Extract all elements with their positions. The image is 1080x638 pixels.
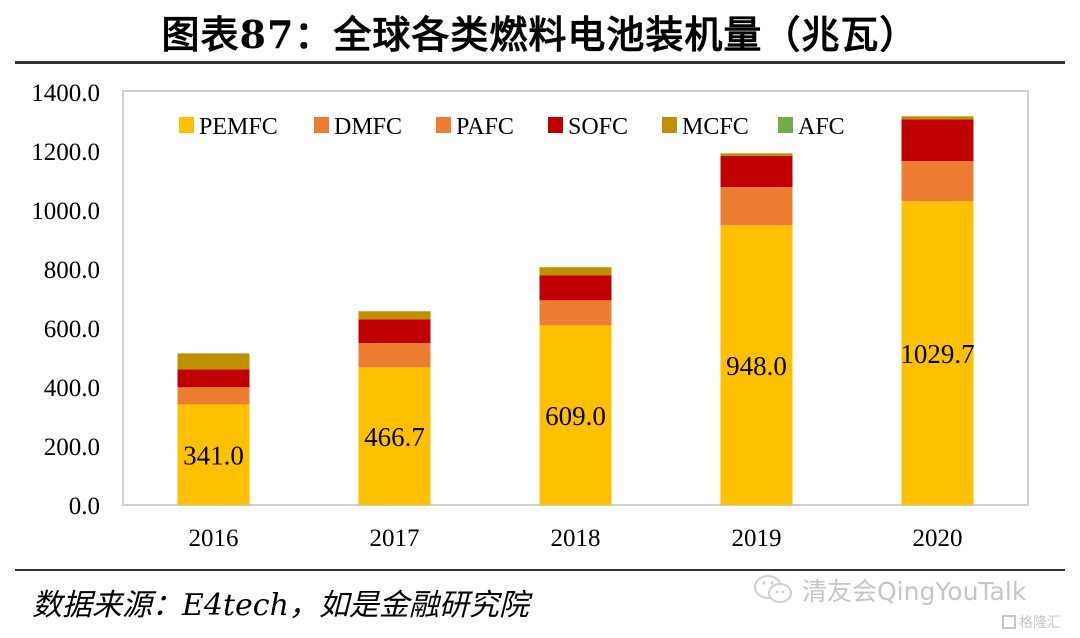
- watermark-2-text: 格隆汇: [1019, 615, 1061, 631]
- legend: PEMFC DMFC PAFC SOFC MCFC AFC: [179, 114, 845, 140]
- x-tick-label: 2019: [732, 525, 782, 552]
- bar-segment-dmfc: [539, 300, 612, 326]
- data-label: 1029.7: [900, 339, 974, 369]
- legend-swatch-mcfc: [662, 117, 677, 133]
- x-axis: 2016 2017 2018 2019 2020: [189, 525, 963, 552]
- bar-segment-sofc: [539, 275, 612, 301]
- bar-segment-mcfc: [720, 153, 793, 157]
- watermark: 清友会QingYouTalk: [752, 572, 1026, 608]
- title-divider: [15, 61, 1065, 64]
- bar-segment-sofc: [358, 319, 431, 344]
- legend-label-sofc: SOFC: [568, 114, 628, 140]
- y-tick-label: 600.0: [44, 316, 100, 343]
- legend-label-pafc: PAFC: [456, 114, 514, 140]
- watermark-logo-icon: [1002, 615, 1016, 629]
- bar-segment-pemfc: [720, 225, 793, 505]
- y-tick-label: 200.0: [44, 434, 100, 461]
- legend-label-mcfc: MCFC: [682, 114, 749, 140]
- x-tick-label: 2020: [913, 525, 963, 552]
- bar-segment-dmfc: [177, 387, 250, 405]
- bar-segment-pemfc: [177, 404, 250, 505]
- legend-swatch-pafc: [436, 117, 451, 133]
- bar-segment-mcfc: [901, 116, 974, 120]
- bar-segment-sofc: [901, 119, 974, 162]
- y-axis: 0.0 200.0 400.0 600.0 800.0 1000.0 1200.0 1400.…: [31, 80, 100, 520]
- x-tick-label: 2016: [189, 525, 239, 552]
- legend-swatch-sofc: [548, 117, 563, 133]
- data-label: 341.0: [183, 441, 244, 471]
- watermark-text: 清友会QingYouTalk: [802, 577, 1027, 606]
- y-tick-label: 1400.0: [31, 80, 100, 107]
- bar-segment-mcfc: [358, 311, 431, 320]
- bars: 341.0 466.7 609.0 948.0 1029.7: [177, 116, 975, 505]
- bar-segment-sofc: [177, 369, 250, 388]
- bar-segment-mcfc: [539, 267, 612, 276]
- data-label: 948.0: [726, 351, 787, 381]
- bar-segment-pemfc: [539, 325, 612, 505]
- bar-segment-dmfc: [901, 161, 974, 202]
- y-tick-label: 1000.0: [31, 198, 100, 225]
- legend-label-afc: AFC: [798, 114, 845, 140]
- legend-swatch-pemfc: [179, 117, 194, 133]
- bar-segment-dmfc: [720, 186, 793, 226]
- bar-segment-mcfc: [177, 353, 250, 370]
- x-tick-label: 2017: [370, 525, 420, 552]
- bar-segment-sofc: [720, 156, 793, 187]
- y-tick-label: 1200.0: [31, 139, 100, 166]
- legend-label-pemfc: PEMFC: [199, 114, 278, 140]
- x-tick-label: 2018: [551, 525, 601, 552]
- stacked-bar-chart: 0.0 200.0 400.0 600.0 800.0 1000.0 1200.0 1400.…: [31, 80, 1029, 552]
- bar-segment-pemfc: [358, 367, 431, 505]
- wechat-icon: [754, 575, 792, 603]
- data-label: 466.7: [364, 422, 425, 452]
- watermark-2: 格隆汇: [1002, 612, 1061, 632]
- data-label: 609.0: [545, 401, 606, 431]
- footer-divider: [15, 569, 1065, 571]
- y-tick-label: 0.0: [69, 493, 100, 520]
- bar-segment-dmfc: [358, 343, 431, 368]
- chart-title: 图表87：全球各类燃料电池装机量（兆瓦）: [161, 12, 919, 57]
- data-source: 数据来源：E4tech，如是金融研究院: [32, 588, 529, 623]
- legend-swatch-afc: [778, 117, 793, 133]
- legend-label-dmfc: DMFC: [334, 114, 402, 140]
- bar-segment-pemfc: [901, 201, 974, 505]
- y-tick-label: 800.0: [44, 257, 100, 284]
- legend-swatch-dmfc: [314, 117, 329, 133]
- y-tick-label: 400.0: [44, 375, 100, 402]
